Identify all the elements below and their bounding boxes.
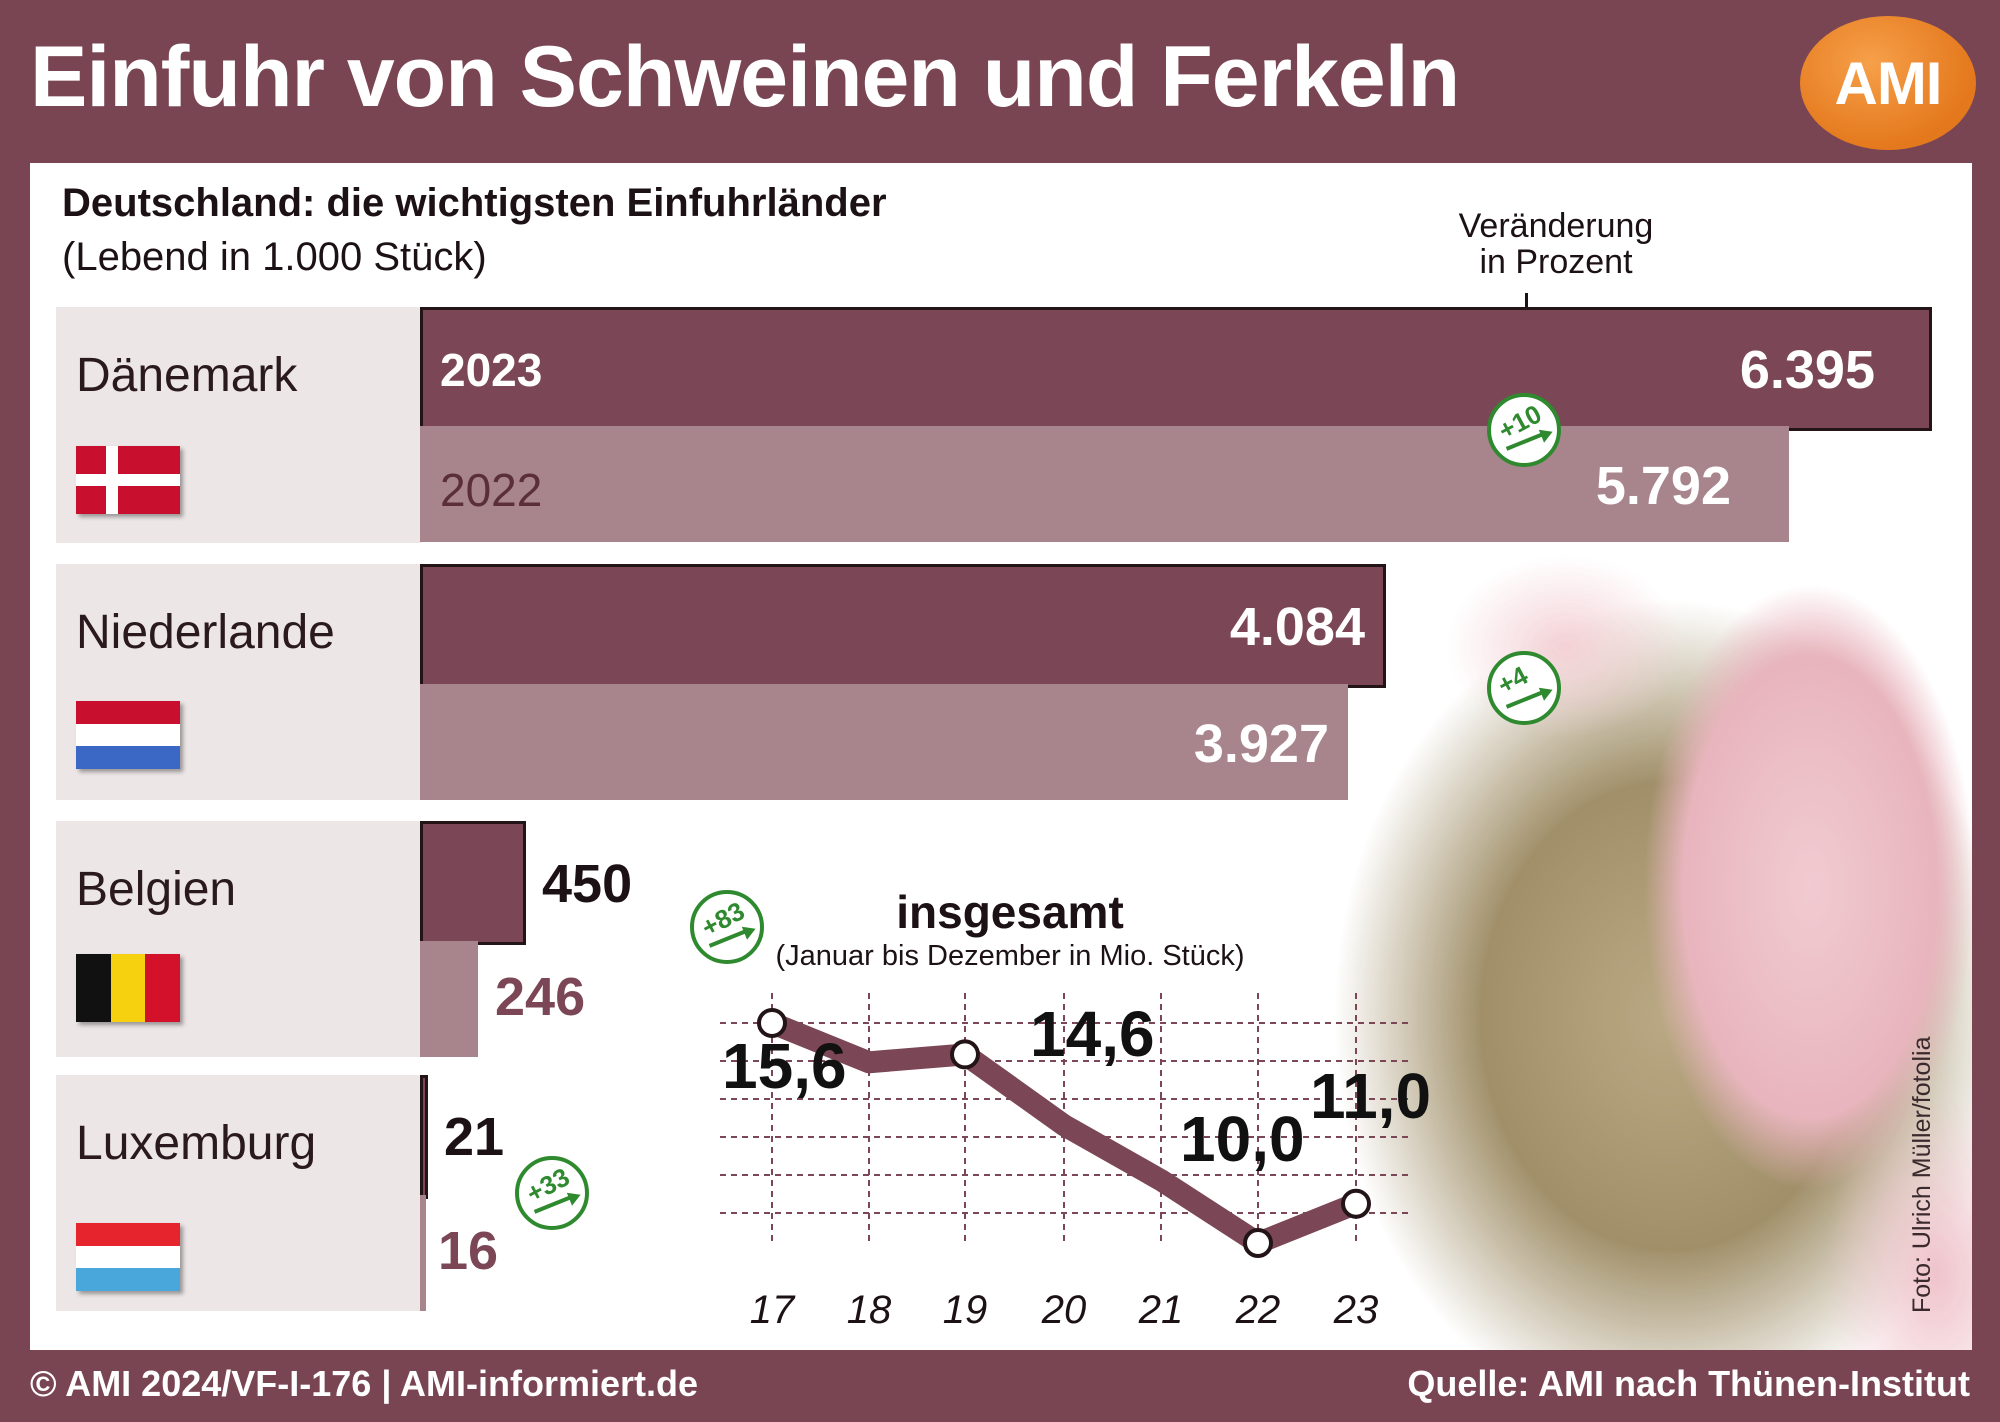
change-label-2: in Prozent — [1479, 243, 1633, 281]
chart-unit: (Lebend in 1.000 Stück) — [62, 235, 487, 279]
bar-value-2022-netherlands: 3.927 — [1193, 714, 1329, 774]
data-label: 11,0 — [1310, 1060, 1431, 1132]
x-tick-label: 17 — [750, 1288, 796, 1332]
country-name: Niederlande — [76, 606, 335, 659]
denmark-flag — [76, 446, 180, 514]
bar-value-2022-luxembourg: 16 — [438, 1221, 499, 1281]
bar-value-2023-belgium: 450 — [542, 854, 633, 914]
data-label: 10,0 — [1180, 1103, 1305, 1175]
country-name: Dänemark — [76, 349, 298, 402]
change-badge-netherlands: +4 — [1487, 651, 1561, 725]
bar-2023-netherlands — [420, 564, 1386, 688]
change-label-1: Veränderung — [1458, 207, 1654, 245]
data-point — [1243, 1228, 1273, 1258]
x-tick-label: 23 — [1333, 1288, 1379, 1332]
change-badge-luxembourg: +33 — [515, 1156, 589, 1230]
data-point — [757, 1008, 787, 1038]
x-tick-label: 19 — [943, 1288, 988, 1332]
line-chart-title: insgesamt — [896, 886, 1124, 938]
netherlands-flag — [76, 701, 180, 769]
line-chart-subtitle: (Januar bis Dezember in Mio. Stück) — [775, 940, 1245, 972]
footer-source: Quelle: AMI nach Thünen-Institut — [1407, 1363, 1970, 1404]
bar-2023-belgium — [420, 821, 527, 945]
bar-value-2023-luxembourg: 21 — [444, 1107, 505, 1167]
x-tick-label: 18 — [847, 1288, 892, 1332]
luxembourg-flag — [76, 1223, 180, 1291]
x-tick-label: 21 — [1138, 1288, 1184, 1332]
pig-photo — [1320, 543, 1972, 1350]
footer-copyright: © AMI 2024/VF-I-176 | AMI-informiert.de — [30, 1363, 699, 1404]
bar-2022-belgium — [420, 941, 479, 1057]
chart-subtitle: Deutschland: die wichtigsten Einfuhrländ… — [62, 181, 887, 225]
line-chart: 15,6 14,6 10,011,0 17 18 19 20 21 22 23 — [720, 993, 1431, 1332]
data-label: 15,6 — [722, 1030, 847, 1102]
data-point — [1341, 1188, 1371, 1219]
country-name: Luxemburg — [76, 1117, 317, 1170]
data-label: 14,6 — [1030, 998, 1155, 1070]
bar-value-2022-belgium: 246 — [495, 967, 586, 1027]
page-title: Einfuhr von Schweinen und Ferkeln — [30, 29, 1460, 125]
ami-logo: AMI — [1800, 16, 1976, 150]
bar-2022-denmark — [420, 426, 1790, 542]
bar-2022-netherlands — [420, 684, 1349, 800]
bar-value-2022-denmark: 5.792 — [1595, 456, 1731, 516]
series-label-2023: 2023 — [440, 344, 543, 396]
data-point — [950, 1039, 980, 1070]
change-badge-total: +83 — [690, 890, 764, 964]
belgium-flag — [76, 954, 180, 1022]
bar-value-2023-denmark: 6.395 — [1739, 340, 1875, 400]
bar-value-2023-netherlands: 4.084 — [1229, 597, 1365, 657]
change-badge-denmark: +10 — [1487, 393, 1561, 467]
bar-2022-luxembourg — [420, 1195, 426, 1311]
series-label-2022: 2022 — [440, 464, 543, 516]
photo-credit: Foto: Ulrich Müller/fotolia — [1908, 1036, 1936, 1313]
x-tick-label: 22 — [1235, 1288, 1281, 1332]
country-name: Belgien — [76, 863, 237, 916]
chart-panel: Deutschland: die wichtigsten Einfuhrländ… — [30, 163, 1972, 1350]
x-tick-label: 20 — [1041, 1288, 1087, 1332]
